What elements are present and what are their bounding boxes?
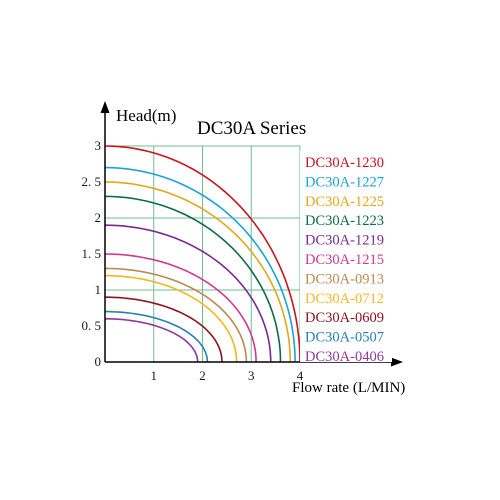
series-line-dc30a-1223 xyxy=(104,195,282,363)
series-line-dc30a-0507 xyxy=(105,310,209,363)
series-line-dc30a-1225 xyxy=(104,181,292,363)
y-tick-label: 1 xyxy=(95,282,102,297)
legend-entry: DC30A-0913 xyxy=(305,271,384,287)
ticks-layer: 1 2 3 4 0 0. 5 1 1. 5 2 2. 5 3 xyxy=(82,138,304,383)
y-tick-label: 0 xyxy=(95,354,102,369)
x-tick-label: 3 xyxy=(248,368,255,383)
labels-layer: Head(m) DC30A Series Flow rate (L/MIN) xyxy=(116,106,405,396)
x-tick-label: 2 xyxy=(199,368,206,383)
legend-entry: DC30A-0406 xyxy=(305,349,384,365)
legend-entry: DC30A-1230 xyxy=(305,155,384,171)
legend-entry: DC30A-1219 xyxy=(305,233,384,249)
legend-background xyxy=(300,150,392,362)
series-line-dc30a-1230 xyxy=(104,145,301,363)
x-axis-arrow xyxy=(391,357,403,367)
series-line-dc30a-1219 xyxy=(104,224,272,363)
y-tick-label: 3 xyxy=(95,138,102,153)
legend-entry: DC30A-1215 xyxy=(305,252,384,268)
y-tick-label: 1. 5 xyxy=(82,246,102,261)
x-tick-label: 1 xyxy=(151,368,158,383)
legend-entry: DC30A-1225 xyxy=(305,194,384,210)
series-line-dc30a-1215 xyxy=(104,253,257,363)
y-tick-label: 0. 5 xyxy=(82,318,102,333)
series-line-dc30a-1227 xyxy=(104,166,296,363)
legend-entry: DC30A-0507 xyxy=(305,330,384,346)
series-line-dc30a-0913 xyxy=(104,267,248,363)
legend-entry: DC30A-0712 xyxy=(305,291,384,307)
series-line-dc30a-0712 xyxy=(104,274,238,363)
legend-entry: DC30A-1227 xyxy=(305,174,384,190)
y-tick-label: 2. 5 xyxy=(82,174,102,189)
legend-entry: DC30A-1223 xyxy=(305,213,384,229)
series-line-dc30a-0406 xyxy=(105,317,199,362)
series-layer xyxy=(104,145,301,363)
legend-entry: DC30A-0609 xyxy=(305,310,384,326)
y-axis-label: Head(m) xyxy=(116,106,176,125)
series-line-dc30a-0609 xyxy=(105,296,223,363)
x-axis-label: Flow rate (L/MIN) xyxy=(292,380,405,396)
y-tick-label: 2 xyxy=(95,210,102,225)
chart-title: DC30A Series xyxy=(197,118,306,139)
y-axis-arrow xyxy=(100,101,110,113)
legend: DC30A-1230 DC30A-1227 DC30A-1225 DC30A-1223… xyxy=(300,150,392,365)
x-tick-label: 4 xyxy=(297,368,304,383)
grid-layer xyxy=(105,145,301,362)
